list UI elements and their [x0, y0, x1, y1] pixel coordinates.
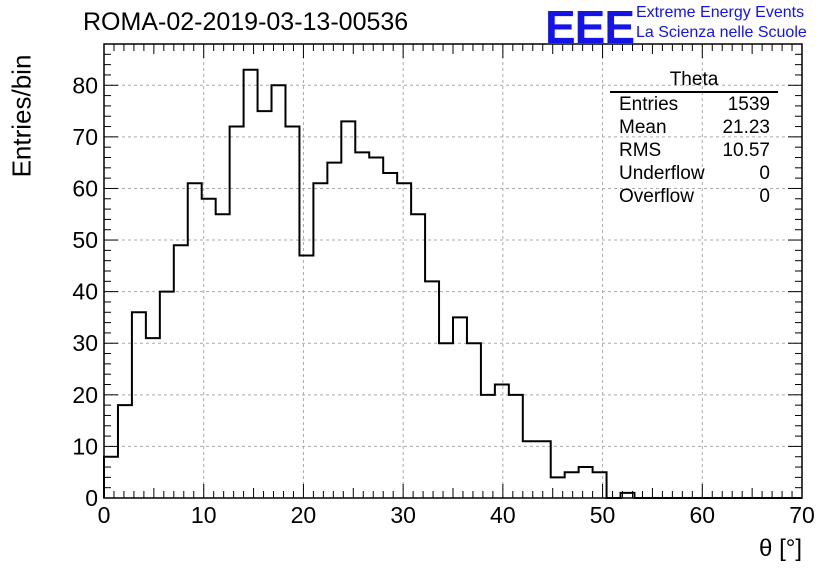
y-tick-label: 80 — [72, 72, 98, 98]
stats-row-underflow: Underflow 0 — [610, 162, 778, 185]
stats-box: Theta Entries 1539 Mean 21.23 RMS 10.57 Und… — [610, 70, 778, 208]
y-tick-label: 10 — [72, 433, 98, 459]
x-axis-label: θ [°] — [759, 535, 802, 562]
stats-value: 0 — [759, 186, 770, 207]
x-tick-label: 30 — [390, 502, 416, 528]
y-tick-label: 30 — [72, 330, 98, 356]
y-axis-label: Entries/bin — [6, 54, 37, 178]
x-tick-label: 40 — [490, 502, 516, 528]
stats-box-title: Theta — [610, 70, 778, 93]
x-tick-label: 50 — [590, 502, 616, 528]
y-tick-label: 50 — [72, 227, 98, 253]
stats-row-mean: Mean 21.23 — [610, 116, 778, 139]
stats-value: 1539 — [727, 94, 770, 115]
stats-row-rms: RMS 10.57 — [610, 139, 778, 162]
logo-line-1: Extreme Energy Events — [636, 4, 805, 21]
eee-logo-text: Extreme Energy Events La Scienza nelle S… — [636, 3, 807, 43]
y-tick-label: 60 — [72, 175, 98, 201]
stats-label: Mean — [619, 117, 667, 138]
y-tick-label: 0 — [85, 485, 98, 511]
histogram-line — [103, 68, 802, 499]
x-tick-label: 60 — [689, 502, 715, 528]
stats-row-overflow: Overflow 0 — [610, 185, 778, 208]
chart-title: ROMA-02-2019-03-13-00536 — [83, 8, 409, 36]
logo-line-2: La Scienza nelle Scuole — [636, 24, 807, 41]
stats-label: RMS — [619, 140, 662, 161]
plot-frame — [103, 43, 803, 499]
eee-logo: EEE — [545, 1, 635, 53]
stats-row-entries: Entries 1539 — [610, 93, 778, 116]
x-tick-label: 0 — [98, 502, 111, 528]
y-tick-label: 70 — [72, 124, 98, 150]
stats-label: Entries — [619, 94, 679, 115]
y-tick-label: 40 — [72, 279, 98, 305]
y-tick-label: 20 — [72, 382, 98, 408]
stats-value: 0 — [759, 163, 770, 184]
x-tick-label: 10 — [191, 502, 217, 528]
stats-value: 21.23 — [722, 117, 770, 138]
stats-label: Underflow — [619, 163, 705, 184]
x-tick-label: 70 — [789, 502, 815, 528]
stats-label: Overflow — [619, 186, 694, 207]
stats-value: 10.57 — [722, 140, 770, 161]
x-tick-label: 20 — [291, 502, 317, 528]
